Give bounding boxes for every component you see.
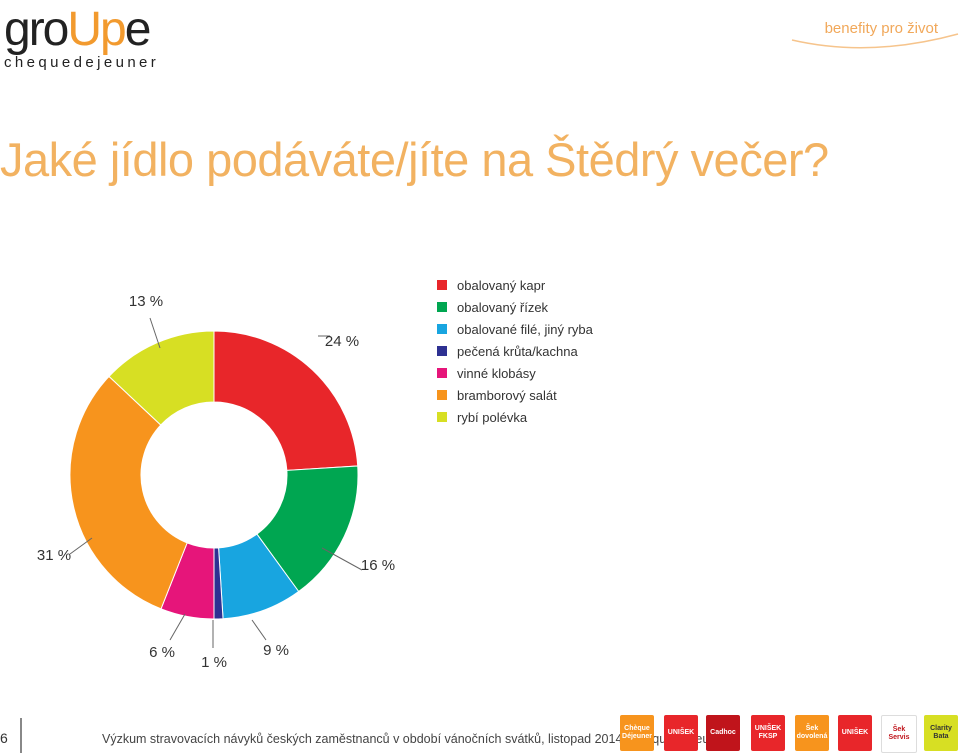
brand-badge: UNIŠEK FKSP (751, 715, 785, 751)
legend-item: vinné klobásy (437, 362, 593, 384)
legend-label: rybí polévka (457, 409, 528, 425)
logo-subtitle: chequedejeuner (4, 54, 160, 71)
chart-leader-lines (69, 317, 363, 648)
slice-label-3: 1 % (201, 654, 227, 671)
brand-badge: UNIŠEK (664, 715, 698, 751)
legend-swatch (437, 412, 447, 422)
chart-legend: obalovaný kapr obalovaný řízek obalované f… (437, 274, 593, 428)
slice-label-6: 13 % (129, 293, 163, 310)
legend-label: obalovaný řízek (457, 299, 549, 315)
legend-swatch (437, 346, 447, 356)
page-number: 6 (0, 730, 8, 746)
chart-slices (69, 330, 359, 620)
donut-chart: 24 % 16 % 9 % 1 % 6 % 31 % 13 % (37, 293, 395, 671)
groupe-logo: groUpe chequedejeuner (4, 3, 160, 72)
slice-label-5: 31 % (37, 547, 71, 564)
legend-swatch (437, 302, 447, 312)
brand-badge: Šek dovolená (795, 715, 829, 751)
legend-item: obalované filé, jiný ryba (437, 318, 593, 340)
legend-swatch (437, 368, 447, 378)
leader-line-6 (149, 317, 161, 349)
legend-swatch (437, 324, 447, 334)
slice-label-1: 16 % (361, 557, 395, 574)
slice-label-2: 9 % (263, 642, 289, 659)
chart-slice-labels: 24 % 16 % 9 % 1 % 6 % 31 % 13 % (37, 293, 395, 671)
legend-label: bramborový salát (457, 387, 557, 403)
legend-label: obalovaný kapr (457, 277, 546, 293)
swoosh-icon (791, 33, 959, 49)
slice-label-4: 6 % (149, 644, 175, 661)
slice-5 (69, 375, 188, 610)
slice-0 (213, 330, 359, 471)
slice-label-0: 24 % (325, 333, 359, 350)
page-title: Jaké jídlo podáváte/jíte na Štědrý večer… (0, 133, 829, 186)
footer-divider (20, 718, 22, 753)
legend-label: obalované filé, jiný ryba (457, 321, 593, 337)
legend-item: obalovaný kapr (437, 274, 593, 296)
legend-item: rybí polévka (437, 406, 593, 428)
logo-wordmark: groUpe (4, 3, 151, 56)
brand-badge: Chèque Déjeuner (620, 715, 654, 751)
footnote: Výzkum stravovacích návyků českých zaměs… (102, 732, 728, 746)
leader-line-4 (169, 613, 186, 641)
leader-line-1 (321, 547, 363, 571)
tagline: benefity pro život (824, 20, 938, 37)
brand-badge: UNIŠEK (838, 715, 872, 751)
legend-item: pečená krůta/kachna (437, 340, 593, 362)
slice-6 (108, 330, 215, 426)
leader-line-5 (69, 537, 93, 555)
brand-badge: Clarity Bata (924, 715, 958, 751)
legend-item: bramborový salát (437, 384, 593, 406)
legend-label: pečená krůta/kachna (457, 343, 578, 359)
brand-badge: Šek Servis (881, 715, 917, 753)
brand-badge: Cadhoc (706, 715, 740, 751)
legend-swatch (437, 280, 447, 290)
legend-swatch (437, 390, 447, 400)
legend-label: vinné klobásy (457, 365, 536, 381)
legend-item: obalovaný řízek (437, 296, 593, 318)
leader-line-2 (251, 619, 267, 641)
